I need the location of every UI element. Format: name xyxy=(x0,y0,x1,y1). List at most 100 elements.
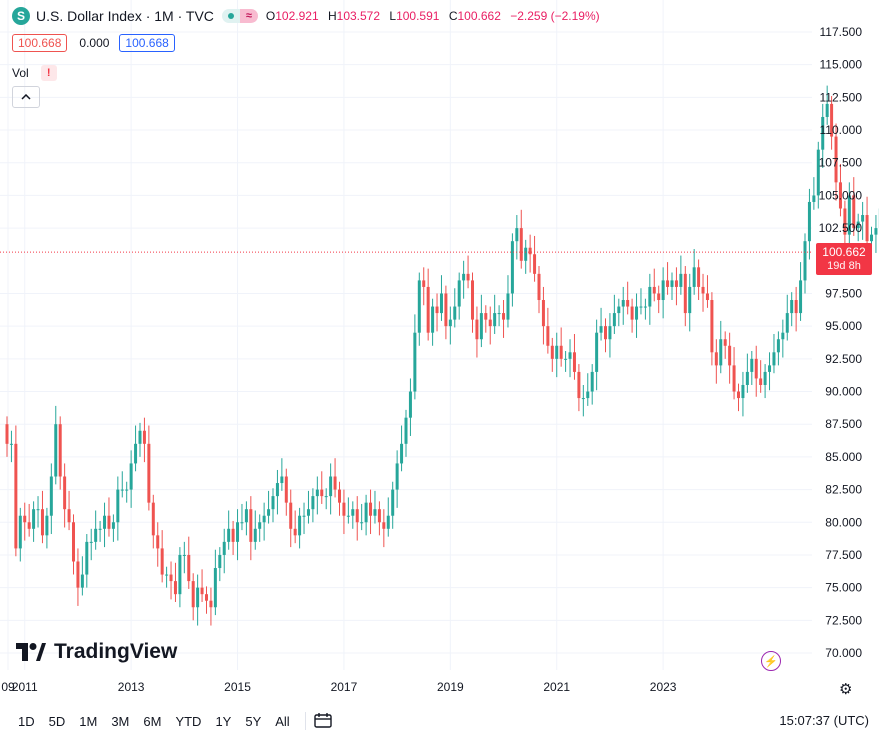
candle-body xyxy=(803,241,807,281)
candle-body xyxy=(280,476,284,484)
x-tick-label: 2021 xyxy=(543,680,570,694)
candle-body xyxy=(657,293,661,301)
candle-body xyxy=(80,574,84,588)
candle-body xyxy=(23,515,27,523)
candle-body xyxy=(870,234,873,242)
candle-body xyxy=(444,293,448,327)
candle-body xyxy=(723,339,727,346)
market-status[interactable]: ≈ xyxy=(221,9,258,23)
candle-body xyxy=(173,581,177,595)
range-button-ytd[interactable]: YTD xyxy=(175,713,202,729)
candle-body xyxy=(116,489,120,523)
candle-body xyxy=(426,286,430,333)
candle-body xyxy=(32,509,36,529)
candle-body xyxy=(142,430,146,444)
candle-body xyxy=(187,554,191,582)
bid-price-box[interactable]: 100.668 xyxy=(12,34,68,52)
candle-body xyxy=(284,476,288,503)
open-value: 102.921 xyxy=(275,9,319,23)
candle-body xyxy=(196,587,200,608)
y-tick-label: 85.000 xyxy=(825,450,862,464)
candle-body xyxy=(422,280,426,287)
candle-body xyxy=(151,502,155,536)
candle-body xyxy=(236,522,240,542)
range-button-all[interactable]: All xyxy=(275,713,290,729)
toolbar-divider xyxy=(304,712,306,730)
y-tick-label: 112.500 xyxy=(820,90,863,104)
high-label: H xyxy=(327,9,337,23)
range-button-1y[interactable]: 1Y xyxy=(215,713,232,729)
y-tick-label: 92.500 xyxy=(825,352,862,366)
candlestick-chart[interactable]: 117.500 115.000 112.500 110.000 107.500 105.0… xyxy=(0,0,879,705)
chart-legend: S U.S. Dollar Index · 1M · TVC ≈ O102.92… xyxy=(12,7,606,25)
range-button-1d[interactable]: 1D xyxy=(18,713,35,729)
x-tick-label: 2017 xyxy=(331,680,358,694)
candle-body xyxy=(298,515,302,536)
candle-body xyxy=(289,502,293,529)
last-price-label: 100.662 19d 8h xyxy=(816,243,872,275)
gear-icon[interactable]: ⚙ xyxy=(839,681,853,698)
candle-body xyxy=(448,319,452,327)
candle-body xyxy=(5,424,9,444)
candle-body xyxy=(191,581,195,608)
range-button-5d[interactable]: 5D xyxy=(48,713,66,729)
candle-body xyxy=(333,476,337,490)
utc-clock[interactable]: 15:07:37 (UTC) xyxy=(779,713,869,728)
range-button-5y[interactable]: 5Y xyxy=(245,713,262,729)
candle-body xyxy=(165,574,169,576)
candle-body xyxy=(541,300,545,327)
candle-body xyxy=(85,541,89,575)
candle-body xyxy=(484,313,488,320)
candle-body xyxy=(98,528,102,530)
candle-body xyxy=(27,522,31,529)
candle-body xyxy=(754,358,758,379)
candle-body xyxy=(364,502,368,523)
collapse-legend-button[interactable] xyxy=(12,86,40,108)
candle-body xyxy=(794,300,798,314)
candle-body xyxy=(595,332,599,372)
volume-indicator[interactable]: Vol ! xyxy=(12,65,57,81)
calendar-icon[interactable] xyxy=(314,712,332,731)
y-tick-label: 115.000 xyxy=(820,58,863,72)
candle-body xyxy=(479,313,483,340)
candle-body xyxy=(54,424,58,477)
ask-price-box[interactable]: 100.668 xyxy=(119,34,175,52)
candle-body xyxy=(439,293,443,314)
candle-body xyxy=(182,554,186,556)
y-tick-label: 95.000 xyxy=(825,319,862,333)
candle-body xyxy=(528,247,532,255)
candle-body xyxy=(639,306,643,308)
symbol-logo-icon[interactable]: S xyxy=(12,7,30,25)
candle-body xyxy=(453,306,457,320)
lightning-icon[interactable]: ⚡ xyxy=(761,651,781,671)
candle-body xyxy=(120,489,124,491)
candle-body xyxy=(231,528,235,542)
range-button-6m[interactable]: 6M xyxy=(143,713,162,729)
candle-body xyxy=(431,306,435,333)
candle-body xyxy=(369,502,373,516)
range-button-1m[interactable]: 1M xyxy=(79,713,98,729)
x-tick-label: 2013 xyxy=(118,680,145,694)
candle-body xyxy=(67,509,71,523)
candle-body xyxy=(856,221,860,229)
candle-body xyxy=(147,443,151,503)
tradingview-logo[interactable]: TradingView xyxy=(16,640,177,664)
candle-body xyxy=(227,528,231,542)
close-value: 100.662 xyxy=(457,9,501,23)
warning-icon[interactable]: ! xyxy=(40,65,57,81)
y-tick-label: 107.500 xyxy=(819,156,863,170)
candle-body xyxy=(564,358,568,360)
candle-body xyxy=(218,554,222,569)
candle-body xyxy=(559,345,563,359)
candle-body xyxy=(510,241,514,294)
y-tick-label: 72.500 xyxy=(825,613,862,627)
range-button-3m[interactable]: 3M xyxy=(111,713,130,729)
y-tick-label: 75.000 xyxy=(825,581,862,595)
y-tick-label: 80.000 xyxy=(825,515,862,529)
candle-body xyxy=(759,378,763,385)
ohlc-values: O102.921 H103.572 L100.591 C100.662 −2.2… xyxy=(266,9,606,23)
symbol-title[interactable]: U.S. Dollar Index · 1M · TVC xyxy=(36,8,214,24)
candle-body xyxy=(781,332,785,340)
high-value: 103.572 xyxy=(336,9,381,23)
candle-body xyxy=(338,489,341,503)
